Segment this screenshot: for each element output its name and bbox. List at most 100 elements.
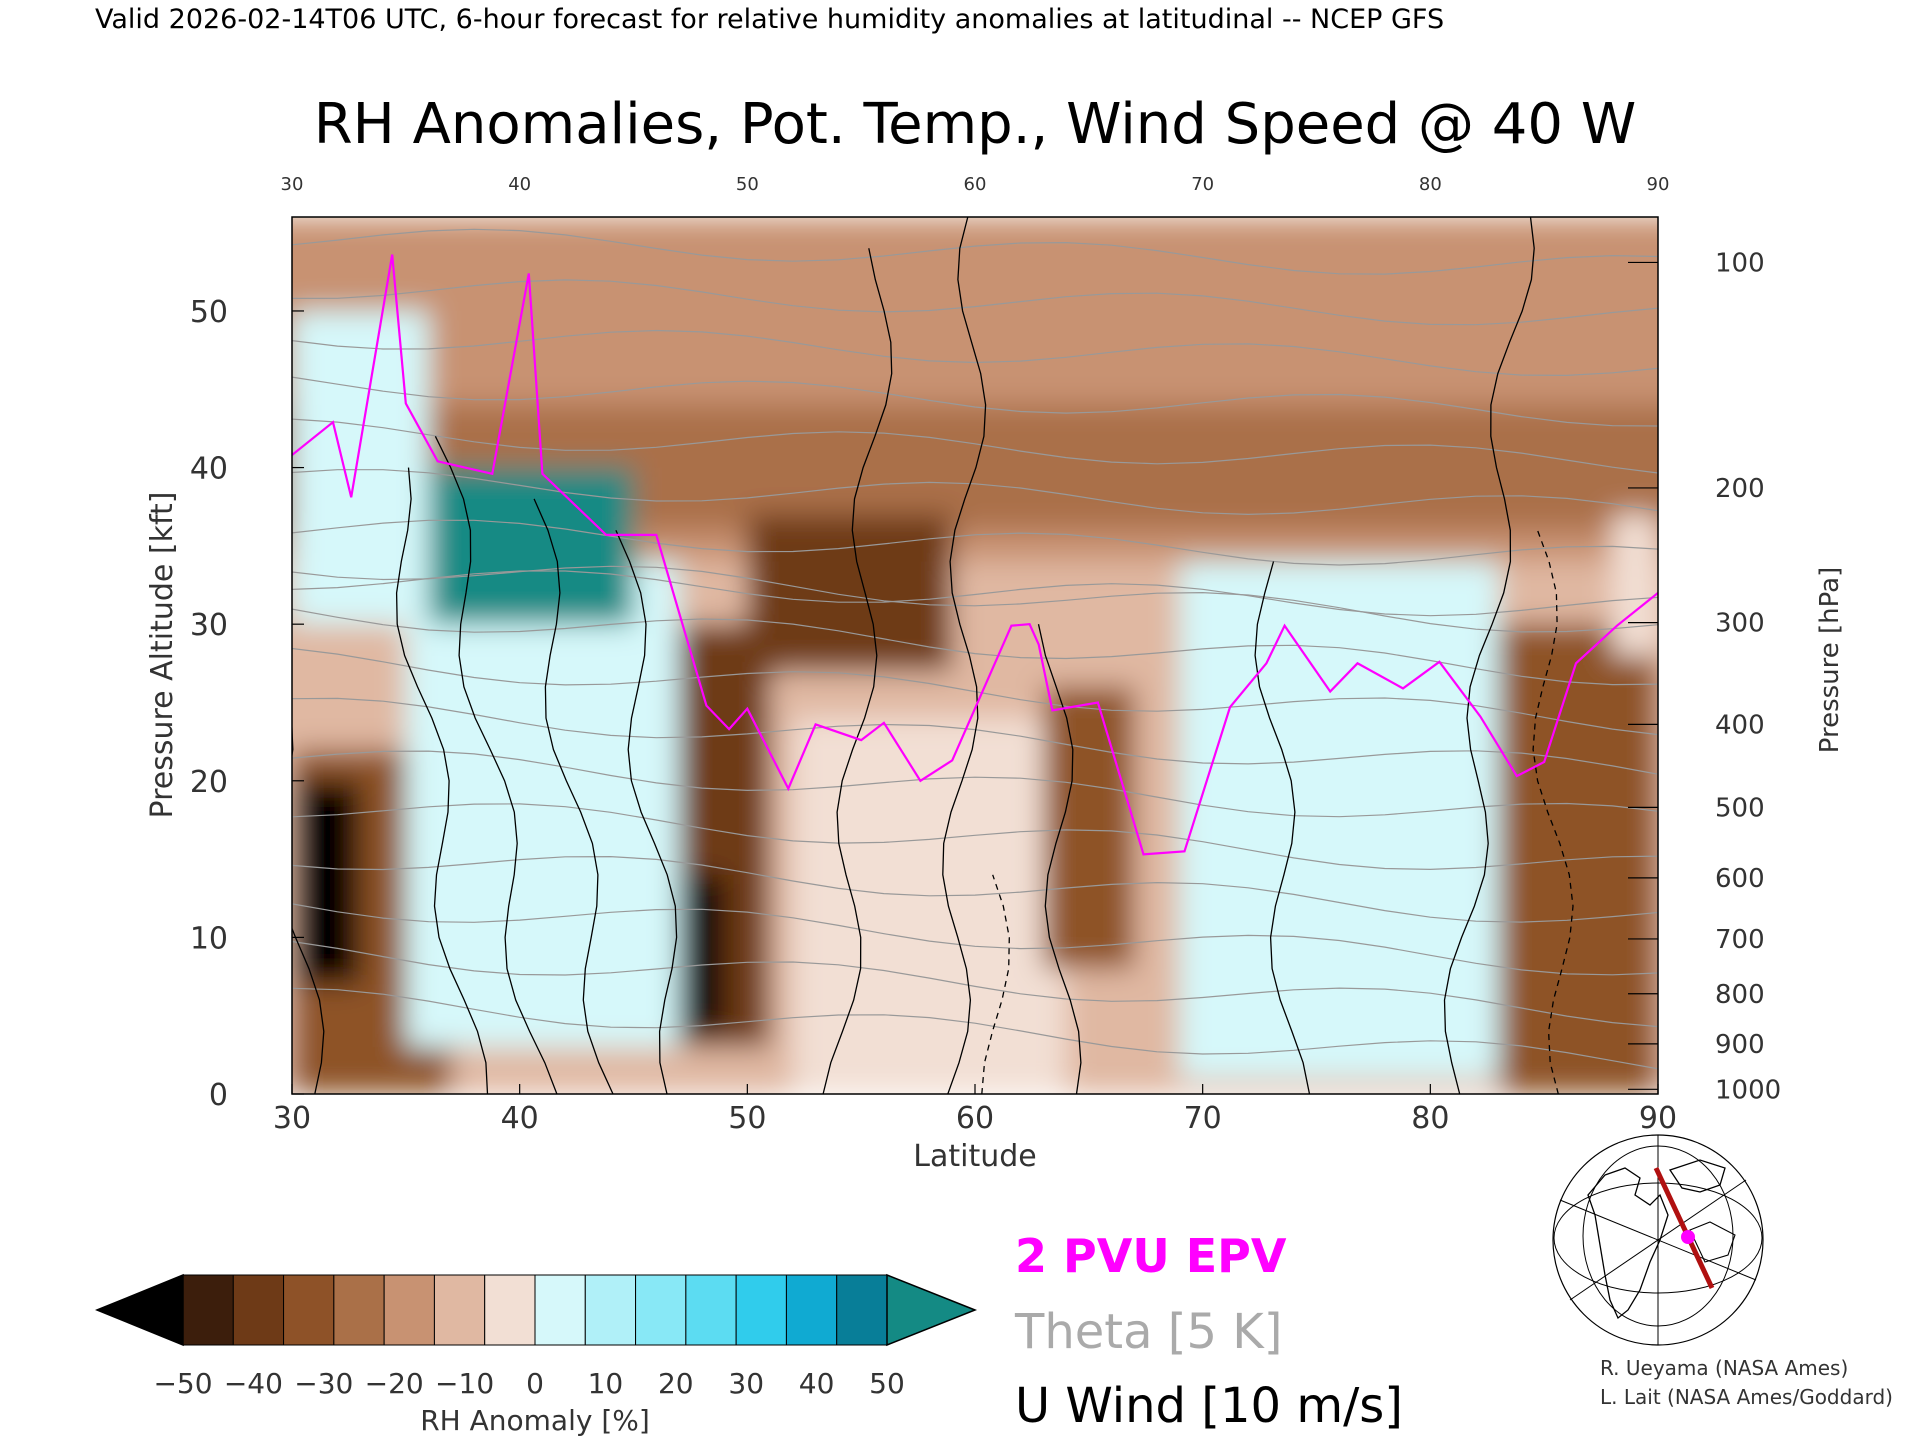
colorbar-tick-label: 30 — [728, 1367, 764, 1400]
theta-isentrope-290 — [292, 803, 1658, 871]
rh-anomaly-cell — [1612, 514, 1658, 656]
theta-isentrope-250 — [292, 987, 1658, 1070]
y-axis-label: Pressure Altitude [kft] — [145, 492, 180, 819]
colorbar-tick-label: 0 — [526, 1367, 544, 1400]
theta-isentrope-380 — [292, 418, 1658, 474]
colorbar-box — [182, 1274, 234, 1346]
theta-isentrope-280 — [292, 855, 1658, 923]
u-wind-isotachs — [292, 217, 1574, 1094]
colorbar-tick-label: 10 — [588, 1367, 624, 1400]
y-tick-label: 20 — [190, 765, 228, 800]
plot-area — [291, 216, 1659, 1095]
rh-anomaly-cell — [405, 561, 680, 1048]
x-tick-label: 30 — [273, 1101, 311, 1136]
x-top-tick-label: 80 — [1419, 174, 1442, 195]
colorbar-box — [534, 1274, 586, 1346]
colorbar-box — [333, 1274, 385, 1346]
theta-isentrope-300 — [292, 750, 1658, 818]
x-top-tick-label: 30 — [281, 174, 304, 195]
theta-isentrope-400 — [292, 329, 1658, 377]
colorbar-max-triangle — [886, 1273, 978, 1347]
theta-isentrope-350 — [292, 570, 1658, 617]
map-coastline — [1587, 1167, 1669, 1320]
epv-2pvu-line — [292, 254, 1658, 856]
legend-theta: Theta [5 K] — [1014, 1304, 1283, 1360]
rh-anomaly-cell — [1179, 561, 1499, 1079]
u-wind-isotach — [434, 436, 558, 1094]
colorbar-tick-label: −50 — [153, 1367, 212, 1400]
map-coastline — [1689, 1221, 1736, 1263]
theta-isentrope-360 — [292, 519, 1658, 566]
pressure-tick-label: 1000 — [1715, 1075, 1781, 1105]
u-wind-isotach — [1443, 217, 1535, 1094]
legend: 2 PVU EPV Theta [5 K] U Wind [10 m/s] — [1014, 1229, 1403, 1434]
colorbar-tick-label: −40 — [224, 1367, 283, 1400]
rh-anomaly-cell — [679, 874, 725, 1032]
inset-map — [1552, 1134, 1764, 1346]
u-wind-isotach — [1254, 561, 1311, 1094]
chart-title: RH Anomalies, Pot. Temp., Wind Speed @ 4… — [314, 92, 1636, 157]
u-wind-isotach — [615, 529, 678, 1094]
colorbar-tick-label: 40 — [799, 1367, 835, 1400]
map-meridian — [1569, 1179, 1747, 1301]
pressure-tick-label: 700 — [1715, 925, 1765, 955]
y-axis-left: 0 10 20 30 40 50 — [190, 295, 304, 1113]
x-tick-label: 70 — [1184, 1101, 1222, 1136]
colorbar-box — [232, 1274, 285, 1346]
colorbar-min-triangle — [95, 1273, 184, 1347]
x-tick-label: 80 — [1411, 1101, 1449, 1136]
theta-isentrope-410 — [292, 279, 1658, 326]
theta-isentrope-370 — [292, 469, 1658, 516]
x-tick-label: 90 — [1639, 1101, 1677, 1136]
pressure-tick-label: 100 — [1715, 248, 1765, 278]
colorbar-box — [635, 1274, 687, 1346]
pressure-tick-label: 900 — [1715, 1030, 1765, 1060]
y-axis-right: 100 200 300 400 500 600 700 800 900 1000 — [1715, 248, 1781, 1105]
pressure-tick-label: 600 — [1715, 864, 1765, 894]
map-location-marker — [1681, 1230, 1695, 1244]
rh-anomaly-cell — [1043, 686, 1135, 969]
pressure-tick-rules — [1628, 261, 1658, 1090]
rh-background-band — [292, 217, 1658, 405]
x-tick-label: 60 — [956, 1101, 994, 1136]
colorbar-box — [836, 1274, 888, 1346]
theta-isentrope-320 — [292, 647, 1658, 736]
x-top-tick-label: 60 — [964, 174, 987, 195]
colorbar-box — [735, 1274, 787, 1346]
map-section-line — [1653, 1166, 1715, 1290]
pressure-tick-label: 400 — [1715, 710, 1765, 740]
colorbar-box — [685, 1274, 737, 1346]
colorbar-box — [584, 1274, 637, 1346]
y-tick-label: 40 — [190, 452, 228, 487]
theta-isentrope-260 — [292, 940, 1658, 1028]
map-coastline — [1668, 1159, 1726, 1193]
u-wind-isotach — [942, 217, 987, 1094]
theta-isentrope-420 — [292, 228, 1658, 275]
x-top-tick-label: 50 — [736, 174, 759, 195]
u-wind-isotach — [822, 248, 893, 1094]
colorbar-tick-label: −10 — [435, 1367, 494, 1400]
x-tick-label: 50 — [728, 1101, 766, 1136]
u-wind-isotach — [533, 498, 614, 1094]
colorbar-box — [383, 1274, 435, 1346]
colorbar-tick-label: 50 — [869, 1367, 905, 1400]
credit-line-2: L. Lait (NASA Ames/Goddard) — [1600, 1385, 1893, 1409]
u-wind-isotach — [1532, 529, 1574, 1094]
y-tick-label: 10 — [190, 921, 228, 956]
colorbar-label: RH Anomaly [%] — [420, 1404, 650, 1437]
y-tick-label: 50 — [190, 295, 228, 330]
colorbar-tick-label: 20 — [658, 1367, 694, 1400]
colorbar-box — [433, 1274, 486, 1346]
y-tick-label: 30 — [190, 608, 228, 643]
pressure-tick-label: 500 — [1715, 793, 1765, 823]
rh-anomaly-field — [292, 217, 1658, 1094]
colorbar-tick-label: −30 — [294, 1367, 353, 1400]
theta-isentrope-310 — [292, 697, 1658, 775]
x-top-tick-label: 40 — [508, 174, 531, 195]
u-wind-isotach — [981, 874, 1010, 1094]
pressure-tick-label: 300 — [1715, 609, 1765, 639]
theta-isentropes — [292, 228, 1658, 1070]
u-wind-isotach — [395, 467, 489, 1094]
theta-isentrope-330 — [292, 608, 1658, 686]
